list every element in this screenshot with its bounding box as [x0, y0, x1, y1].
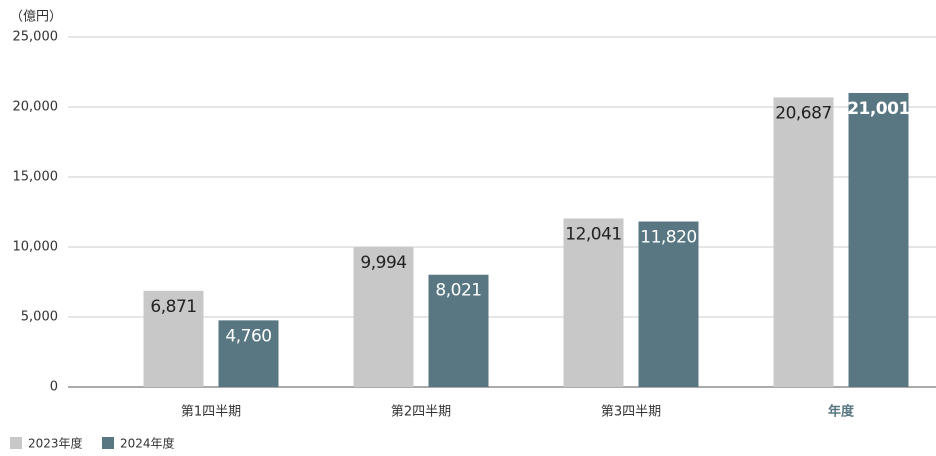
value-label: 11,820 — [640, 228, 696, 248]
bar — [353, 247, 414, 387]
bar — [428, 274, 489, 387]
legend-swatch — [10, 437, 22, 449]
y-tick-label: 15,000 — [13, 170, 59, 185]
y-tick-label: 0 — [50, 380, 58, 395]
x-tick-label: 第3四半期 — [601, 405, 661, 420]
value-label: 9,994 — [360, 253, 406, 273]
bar — [773, 97, 834, 387]
x-tick-label: 第1四半期 — [181, 405, 241, 420]
y-tick-label: 5,000 — [21, 310, 58, 325]
bar — [218, 320, 279, 387]
legend-label: 2024年度 — [120, 436, 175, 451]
bar — [638, 221, 699, 387]
value-label: 6,871 — [150, 297, 196, 317]
value-label: 8,021 — [435, 281, 481, 301]
legend-label: 2023年度 — [28, 436, 83, 451]
legend-swatch — [102, 437, 114, 449]
bar — [848, 92, 909, 388]
value-label: 21,001 — [847, 99, 910, 119]
value-label: 20,687 — [775, 103, 831, 123]
x-tick-label: 第2四半期 — [391, 405, 451, 420]
bar — [563, 218, 624, 387]
x-tick-label: 年度 — [828, 404, 855, 420]
y-tick-label: 25,000 — [13, 30, 59, 45]
y-tick-label: 10,000 — [13, 240, 59, 255]
y-unit: （億円） — [10, 9, 62, 25]
value-label: 12,041 — [565, 224, 621, 244]
bar — [143, 290, 204, 387]
y-tick-label: 20,000 — [13, 100, 59, 115]
value-label: 4,760 — [225, 326, 271, 346]
